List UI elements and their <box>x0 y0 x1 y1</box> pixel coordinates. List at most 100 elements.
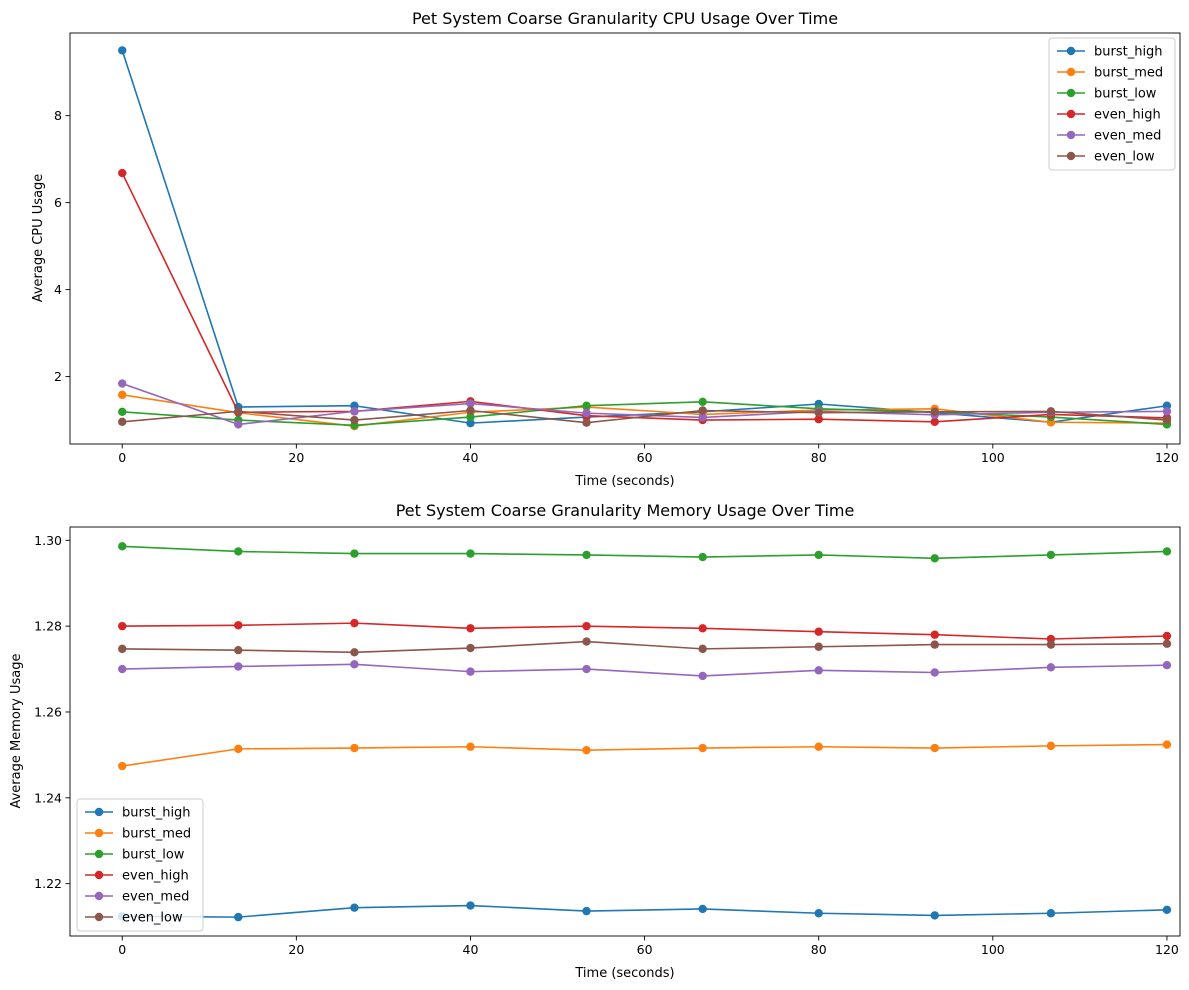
memory-point-even_low <box>698 644 707 654</box>
memory-legend-marker-even_med <box>94 891 104 901</box>
memory-point-burst_low <box>814 550 823 560</box>
cpu-point-even_low <box>350 415 359 425</box>
cpu-point-burst_high <box>466 418 475 428</box>
memory-point-even_low <box>234 645 243 655</box>
memory-axes-frame <box>69 526 1181 937</box>
cpu-x-tick-label: 40 <box>463 450 479 465</box>
cpu-point-burst_low <box>698 397 707 407</box>
memory-point-burst_high <box>930 911 939 920</box>
memory-point-even_high <box>350 618 359 628</box>
cpu-legend-label-burst_high: burst_high <box>1094 45 1163 60</box>
memory-plot-area <box>118 542 1172 922</box>
memory-point-even_med <box>582 664 591 674</box>
cpu-legend-marker-burst_med <box>1066 67 1076 77</box>
memory-point-burst_high <box>814 909 823 918</box>
cpu-legend-marker-burst_high <box>1066 46 1076 56</box>
memory-point-even_high <box>582 621 591 631</box>
cpu-point-even_med <box>582 408 591 418</box>
memory-chart: Pet System Coarse Granularity Memory Usa… <box>9 501 1181 981</box>
cpu-point-even_high <box>118 168 127 178</box>
cpu-x-tick-label: 60 <box>637 450 653 465</box>
memory-point-burst_low <box>466 549 475 558</box>
memory-series-line-even_low <box>122 640 1167 654</box>
memory-point-even_high <box>466 624 475 633</box>
memory-point-burst_high <box>582 906 591 916</box>
memory-legend-marker-burst_med <box>94 828 104 838</box>
cpu-point-even_low <box>1162 415 1172 425</box>
cpu-legend-marker-even_med <box>1066 130 1076 140</box>
memory-point-even_med <box>814 666 823 675</box>
cpu-point-even_high <box>814 415 823 424</box>
memory-point-even_low <box>930 640 939 649</box>
memory-point-even_high <box>698 624 707 633</box>
cpu-point-burst_high <box>118 46 127 55</box>
cpu-chart-title: Pet System Coarse Granularity CPU Usage … <box>412 9 838 28</box>
memory-point-burst_high <box>466 901 475 910</box>
memory-legend-label-even_high: even_high <box>122 869 189 884</box>
memory-point-even_high <box>234 621 243 630</box>
memory-point-even_med <box>234 662 243 671</box>
memory-point-even_low <box>814 642 823 651</box>
cpu-point-burst_low <box>118 407 127 417</box>
memory-series-line-even_high <box>122 622 1167 640</box>
cpu-legend-label-even_med: even_med <box>1094 129 1161 144</box>
memory-point-burst_med <box>1162 740 1172 749</box>
memory-point-even_low <box>466 643 475 653</box>
cpu-legend: burst_high burst_med burst_low even_higheve… <box>1048 37 1176 171</box>
cpu-point-even_low <box>466 406 475 415</box>
memory-point-burst_low <box>234 547 243 556</box>
cpu-y-tick-label: 8 <box>54 108 62 123</box>
memory-legend-label-burst_med: burst_med <box>122 827 191 842</box>
cpu-y-axis-label: Average CPU Usage <box>31 174 46 303</box>
cpu-series-line-even_high <box>121 172 1167 423</box>
memory-point-burst_high <box>698 904 707 914</box>
memory-point-burst_high <box>1046 909 1056 918</box>
cpu-point-even_med <box>118 379 127 388</box>
cpu-series-line-even_low <box>122 409 1167 424</box>
memory-y-axis-label: Average Memory Usage <box>9 653 24 808</box>
cpu-point-even_med <box>466 399 475 408</box>
memory-point-even_med <box>698 671 707 681</box>
memory-point-even_high <box>1162 631 1172 641</box>
cpu-point-even_high <box>930 417 939 427</box>
cpu-axes-frame <box>69 32 1181 445</box>
memory-point-burst_low <box>582 550 591 560</box>
memory-series-line-even_med <box>122 663 1167 677</box>
memory-point-burst_high <box>1162 905 1172 915</box>
memory-point-even_low <box>582 637 591 646</box>
memory-point-burst_med <box>466 742 475 751</box>
cpu-plot-area <box>118 46 1172 431</box>
memory-point-even_high <box>930 630 939 639</box>
memory-y-tick-label: 1.26 <box>34 704 62 719</box>
memory-x-tick-label: 100 <box>981 942 1005 957</box>
memory-point-burst_low <box>1046 550 1056 560</box>
memory-x-tick-label: 40 <box>463 942 479 957</box>
cpu-point-even_low <box>234 407 243 416</box>
memory-legend: burst_high burst_med burst_low even_higheve… <box>76 798 204 932</box>
memory-point-burst_low <box>930 554 939 563</box>
memory-point-burst_high <box>234 912 243 922</box>
cpu-chart: Pet System Coarse Granularity CPU Usage … <box>31 9 1181 489</box>
cpu-series-line-burst_low <box>122 401 1167 427</box>
memory-legend-marker-even_low <box>94 912 104 922</box>
memory-series-line-burst_high <box>122 904 1167 918</box>
memory-point-even_med <box>930 668 939 677</box>
cpu-point-even_low <box>1046 407 1056 416</box>
cpu-x-tick-label: 120 <box>1155 450 1179 465</box>
memory-point-even_med <box>1162 660 1172 670</box>
cpu-point-even_med <box>350 407 359 416</box>
memory-point-even_high <box>814 627 823 636</box>
memory-point-burst_low <box>1162 547 1172 556</box>
memory-point-even_med <box>1046 663 1056 672</box>
memory-point-burst_med <box>814 742 823 751</box>
memory-x-tick-label: 80 <box>811 942 827 957</box>
memory-y-tick-label: 1.28 <box>34 619 62 634</box>
memory-legend-marker-even_high <box>94 870 104 880</box>
cpu-point-even_med <box>698 413 707 422</box>
memory-point-burst_med <box>582 745 591 755</box>
cpu-point-even_low <box>582 418 591 427</box>
cpu-x-tick-label: 20 <box>288 450 304 465</box>
memory-x-tick-label: 20 <box>288 942 304 957</box>
cpu-legend-label-burst_low: burst_low <box>1094 87 1157 102</box>
